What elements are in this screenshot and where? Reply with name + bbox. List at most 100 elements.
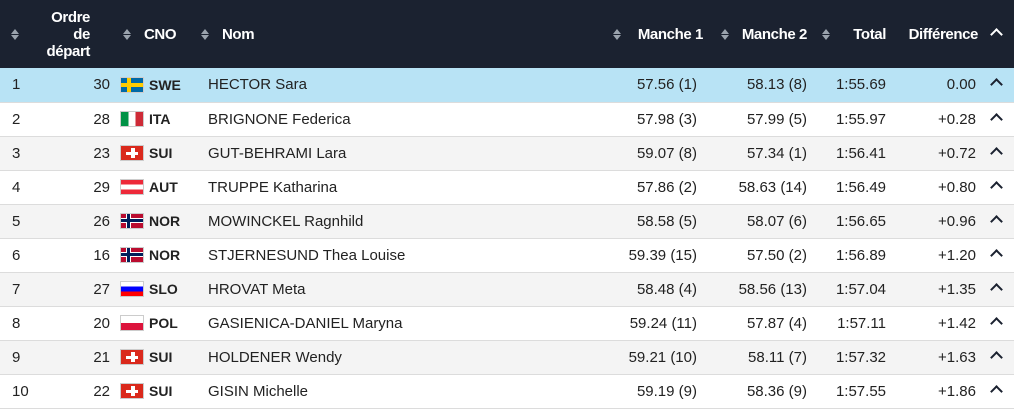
col-ordre-depart[interactable]: Ordre de départ: [0, 0, 120, 68]
run1-time: 59.39: [628, 246, 667, 264]
athlete-name[interactable]: HOLDENER Wendy: [200, 340, 585, 375]
total-time: 1:57.32: [813, 340, 888, 375]
run2-cell: 57.34 (1): [709, 136, 813, 171]
run2-rank: (5): [788, 110, 807, 128]
col-noc[interactable]: CNO: [120, 0, 200, 68]
run2-time: 57.50: [746, 246, 785, 264]
chevron-up-icon[interactable]: [989, 180, 1003, 194]
athlete-name[interactable]: STJERNESUND Thea Louise: [200, 238, 585, 273]
col-name[interactable]: Nom: [200, 0, 585, 68]
difference: +0.96: [888, 204, 978, 239]
rank-cell: 10: [0, 374, 65, 409]
run2-time: 58.07: [746, 212, 785, 230]
bib-cell: 20: [65, 306, 120, 341]
row-expand-toggle[interactable]: [978, 340, 1014, 375]
run2-rank: (1): [788, 144, 807, 162]
athlete-name[interactable]: MOWINCKEL Ragnhild: [200, 204, 585, 239]
table-row[interactable]: 6 16 NOR STJERNESUND Thea Louise 59.39 (…: [0, 238, 1014, 273]
difference: +1.20: [888, 238, 978, 273]
run1-cell: 59.24 (11): [585, 306, 709, 341]
sort-icon[interactable]: [10, 28, 20, 41]
athlete-name[interactable]: GISIN Michelle: [200, 374, 585, 409]
switzerland-flag-icon: [120, 349, 144, 365]
bib-cell: 28: [65, 102, 120, 137]
athlete-name[interactable]: BRIGNONE Federica: [200, 102, 585, 137]
chevron-up-icon[interactable]: [989, 384, 1003, 398]
noc-cell: SUI: [120, 136, 200, 171]
sort-icon[interactable]: [200, 28, 210, 41]
total-time: 1:57.11: [813, 306, 888, 341]
row-expand-toggle[interactable]: [978, 374, 1014, 409]
run2-cell: 58.07 (6): [709, 204, 813, 239]
chevron-up-icon[interactable]: [989, 282, 1003, 296]
difference: +0.72: [888, 136, 978, 171]
row-expand-toggle[interactable]: [978, 272, 1014, 307]
difference: +1.35: [888, 272, 978, 307]
run2-time: 58.11: [748, 348, 785, 366]
athlete-name[interactable]: HROVAT Meta: [200, 272, 585, 307]
table-row[interactable]: 10 22 SUI GISIN Michelle 59.19 (9) 58.36…: [0, 374, 1014, 409]
row-expand-toggle[interactable]: [978, 136, 1014, 171]
bib-cell: 23: [65, 136, 120, 171]
run2-cell: 57.87 (4): [709, 306, 813, 341]
chevron-up-icon[interactable]: [989, 316, 1003, 330]
austria-flag-icon: [120, 179, 144, 195]
sort-icon[interactable]: [821, 28, 831, 41]
table-row[interactable]: 2 28 ITA BRIGNONE Federica 57.98 (3) 57.…: [0, 102, 1014, 137]
col-run1[interactable]: Manche 1: [585, 0, 709, 68]
row-expand-toggle[interactable]: [978, 170, 1014, 205]
rank-cell: 6: [0, 238, 65, 273]
run1-time: 59.24: [629, 314, 668, 332]
row-expand-toggle[interactable]: [978, 204, 1014, 239]
row-expand-toggle[interactable]: [978, 238, 1014, 273]
bib-cell: 27: [65, 272, 120, 307]
run1-rank: (15): [670, 246, 697, 264]
run1-cell: 59.07 (8): [585, 136, 709, 171]
row-expand-toggle[interactable]: [978, 306, 1014, 341]
norway-flag-icon: [120, 247, 144, 263]
chevron-up-icon[interactable]: [989, 214, 1003, 228]
athlete-name[interactable]: TRUPPE Katharina: [200, 170, 585, 205]
noc-cell: SWE: [120, 68, 200, 103]
table-row[interactable]: 5 26 NOR MOWINCKEL Ragnhild 58.58 (5) 58…: [0, 204, 1014, 239]
athlete-name[interactable]: GASIENICA-DANIEL Maryna: [200, 306, 585, 341]
total-time: 1:57.55: [813, 374, 888, 409]
run2-rank: (9): [788, 382, 807, 400]
col-diff[interactable]: Différence: [888, 0, 979, 68]
sort-icon[interactable]: [122, 28, 132, 41]
rank-cell: 8: [0, 306, 65, 341]
athlete-name[interactable]: GUT-BEHRAMI Lara: [200, 136, 585, 171]
noc-cell: SUI: [120, 374, 200, 409]
run2-time: 58.13: [746, 76, 785, 94]
table-row[interactable]: 9 21 SUI HOLDENER Wendy 59.21 (10) 58.11…: [0, 340, 1014, 375]
sort-icon[interactable]: [612, 28, 622, 41]
run2-time: 57.34: [746, 144, 785, 162]
run1-cell: 58.48 (4): [585, 272, 709, 307]
table-row[interactable]: 4 29 AUT TRUPPE Katharina 57.86 (2) 58.6…: [0, 170, 1014, 205]
table-row[interactable]: 3 23 SUI GUT-BEHRAMI Lara 59.07 (8) 57.3…: [0, 136, 1014, 171]
sweden-flag-icon: [120, 76, 144, 93]
chevron-up-icon[interactable]: [989, 248, 1003, 262]
table-row[interactable]: 8 20 POL GASIENICA-DANIEL Maryna 59.24 (…: [0, 306, 1014, 341]
noc-code: ITA: [149, 111, 171, 127]
rank-cell: 2: [0, 102, 65, 137]
table-row[interactable]: 1 30 SWE HECTOR Sara 57.56 (1) 58.13 (8)…: [0, 68, 1014, 103]
chevron-up-icon[interactable]: [989, 146, 1003, 160]
run2-rank: (14): [780, 178, 807, 196]
chevron-up-icon[interactable]: [989, 112, 1003, 126]
difference: 0.00: [888, 68, 978, 103]
chevron-up-icon[interactable]: [989, 78, 1003, 92]
athlete-name[interactable]: HECTOR Sara: [200, 68, 585, 103]
table-row[interactable]: 7 27 SLO HROVAT Meta 58.48 (4) 58.56 (13…: [0, 272, 1014, 307]
chevron-up-icon[interactable]: [989, 350, 1003, 364]
col-run2-label: Manche 2: [741, 25, 808, 43]
noc-code: SUI: [149, 383, 173, 399]
chevron-up-icon[interactable]: [989, 27, 1003, 41]
row-expand-toggle[interactable]: [978, 68, 1014, 103]
row-expand-toggle[interactable]: [978, 102, 1014, 137]
run2-time: 58.56: [738, 280, 777, 298]
header-expand-toggle[interactable]: [978, 0, 1014, 68]
col-run2[interactable]: Manche 2: [709, 0, 813, 68]
sort-icon[interactable]: [720, 28, 730, 41]
col-total[interactable]: Total: [813, 0, 888, 68]
